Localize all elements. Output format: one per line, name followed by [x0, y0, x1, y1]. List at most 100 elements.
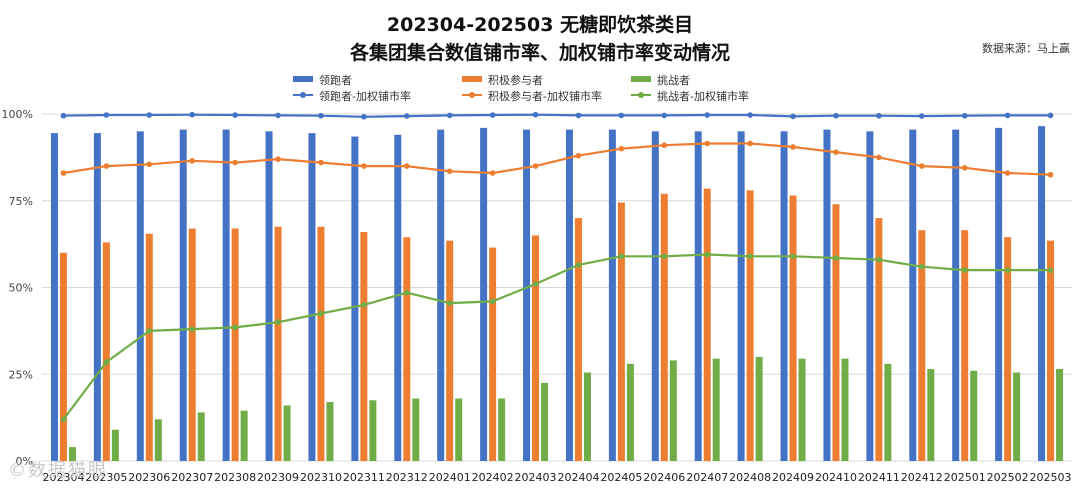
bar-challenger: [68, 447, 76, 461]
bar-leader: [780, 131, 788, 461]
x-tick-label: 202405: [600, 471, 642, 484]
point-challenger: [403, 289, 410, 296]
point-participant: [618, 145, 625, 152]
x-tick-label: 202311: [343, 471, 385, 484]
point-challenger: [833, 255, 839, 261]
point-challenger: [918, 263, 925, 270]
point-leader: [1047, 112, 1054, 119]
bar-leader: [737, 131, 745, 461]
bar-leader: [565, 129, 573, 462]
bar-challenger: [755, 356, 763, 461]
point-participant: [60, 170, 67, 176]
bar-leader: [866, 131, 874, 461]
x-tick-label: 202409: [772, 471, 814, 484]
point-leader: [60, 112, 67, 119]
point-challenger: [489, 298, 496, 305]
point-leader: [489, 112, 496, 118]
x-tick-label: 202312: [386, 471, 428, 484]
bar-leader: [909, 129, 917, 462]
point-challenger: [60, 416, 67, 423]
bar-leader: [437, 129, 445, 462]
point-challenger: [532, 281, 539, 287]
chart-subtitle: 各集团集合数值铺市率、加权铺市率变动情况: [349, 42, 730, 64]
point-challenger: [232, 324, 238, 331]
point-participant: [532, 163, 539, 169]
bar-challenger: [197, 412, 205, 461]
bar-challenger: [455, 398, 463, 461]
point-challenger: [189, 326, 196, 332]
point-leader: [747, 112, 753, 118]
legend-marker-leader: [300, 92, 306, 98]
line-leader: [63, 113, 1051, 118]
point-leader: [189, 111, 196, 118]
point-challenger: [876, 256, 882, 263]
legend-label: 领跑者: [319, 74, 352, 87]
point-leader: [532, 111, 539, 118]
data-source: 数据来源：马上赢: [982, 42, 1070, 55]
bar-participant: [789, 195, 797, 462]
bar-challenger: [326, 402, 334, 461]
point-challenger: [1004, 267, 1011, 273]
line-participant: [63, 142, 1051, 176]
bar-challenger: [927, 369, 935, 461]
bar-challenger: [240, 410, 248, 461]
x-tick-label: 202305: [85, 471, 127, 484]
x-tick-label: 202401: [429, 471, 471, 484]
point-leader: [661, 112, 668, 119]
bar-challenger: [884, 363, 892, 461]
bar-challenger: [669, 360, 677, 461]
point-leader: [961, 112, 968, 119]
x-tick-label: 202306: [128, 471, 170, 484]
point-challenger: [318, 310, 324, 317]
legend-marker-participant: [469, 92, 475, 98]
bar-participant: [231, 228, 239, 461]
bar-challenger: [369, 400, 377, 461]
bar-leader: [50, 133, 58, 461]
point-leader: [403, 113, 410, 119]
point-participant: [403, 163, 410, 169]
legend-label: 领跑者-加权铺市率: [319, 90, 411, 103]
point-leader: [918, 113, 925, 119]
bar-leader: [179, 129, 187, 462]
bar-leader: [394, 134, 402, 461]
legend-swatch-participant: [462, 76, 482, 82]
x-tick-label: 202407: [686, 471, 728, 484]
bar-participant: [660, 193, 668, 461]
bar-participant: [832, 204, 840, 461]
x-tick-label: 202410: [815, 471, 857, 484]
legend-label: 挑战者: [657, 74, 690, 87]
point-participant: [876, 154, 882, 161]
point-challenger: [575, 262, 582, 268]
point-challenger: [618, 253, 625, 260]
bar-leader: [480, 127, 488, 461]
x-tick-label: 202403: [515, 471, 557, 484]
line-challenger: [62, 253, 1051, 421]
x-tick-label: 202501: [944, 471, 986, 484]
point-leader: [618, 112, 625, 119]
bar-participant: [489, 247, 497, 461]
bar-challenger: [111, 429, 119, 461]
legend-label: 积极参与者-加权铺市率: [488, 90, 602, 103]
bar-participant: [961, 230, 969, 461]
bar-participant: [274, 226, 282, 461]
bar-leader: [136, 131, 144, 461]
legend-label: 挑战者-加权铺市率: [657, 90, 749, 103]
y-tick-label: 0%: [16, 455, 33, 468]
bar-participant: [703, 188, 711, 462]
point-leader: [232, 112, 238, 118]
point-leader: [790, 113, 796, 120]
x-tick-label: 202502: [987, 471, 1029, 484]
x-tick-label: 202404: [557, 471, 599, 484]
bar-leader: [952, 129, 960, 462]
point-participant: [103, 163, 110, 169]
bar-challenger: [1013, 372, 1021, 461]
point-participant: [575, 152, 582, 159]
point-participant: [918, 163, 925, 169]
point-leader: [833, 112, 839, 119]
point-leader: [876, 112, 882, 119]
x-tick-label: 202412: [901, 471, 943, 484]
bar-participant: [574, 218, 582, 461]
bar-leader: [351, 136, 359, 461]
point-leader: [318, 112, 324, 119]
